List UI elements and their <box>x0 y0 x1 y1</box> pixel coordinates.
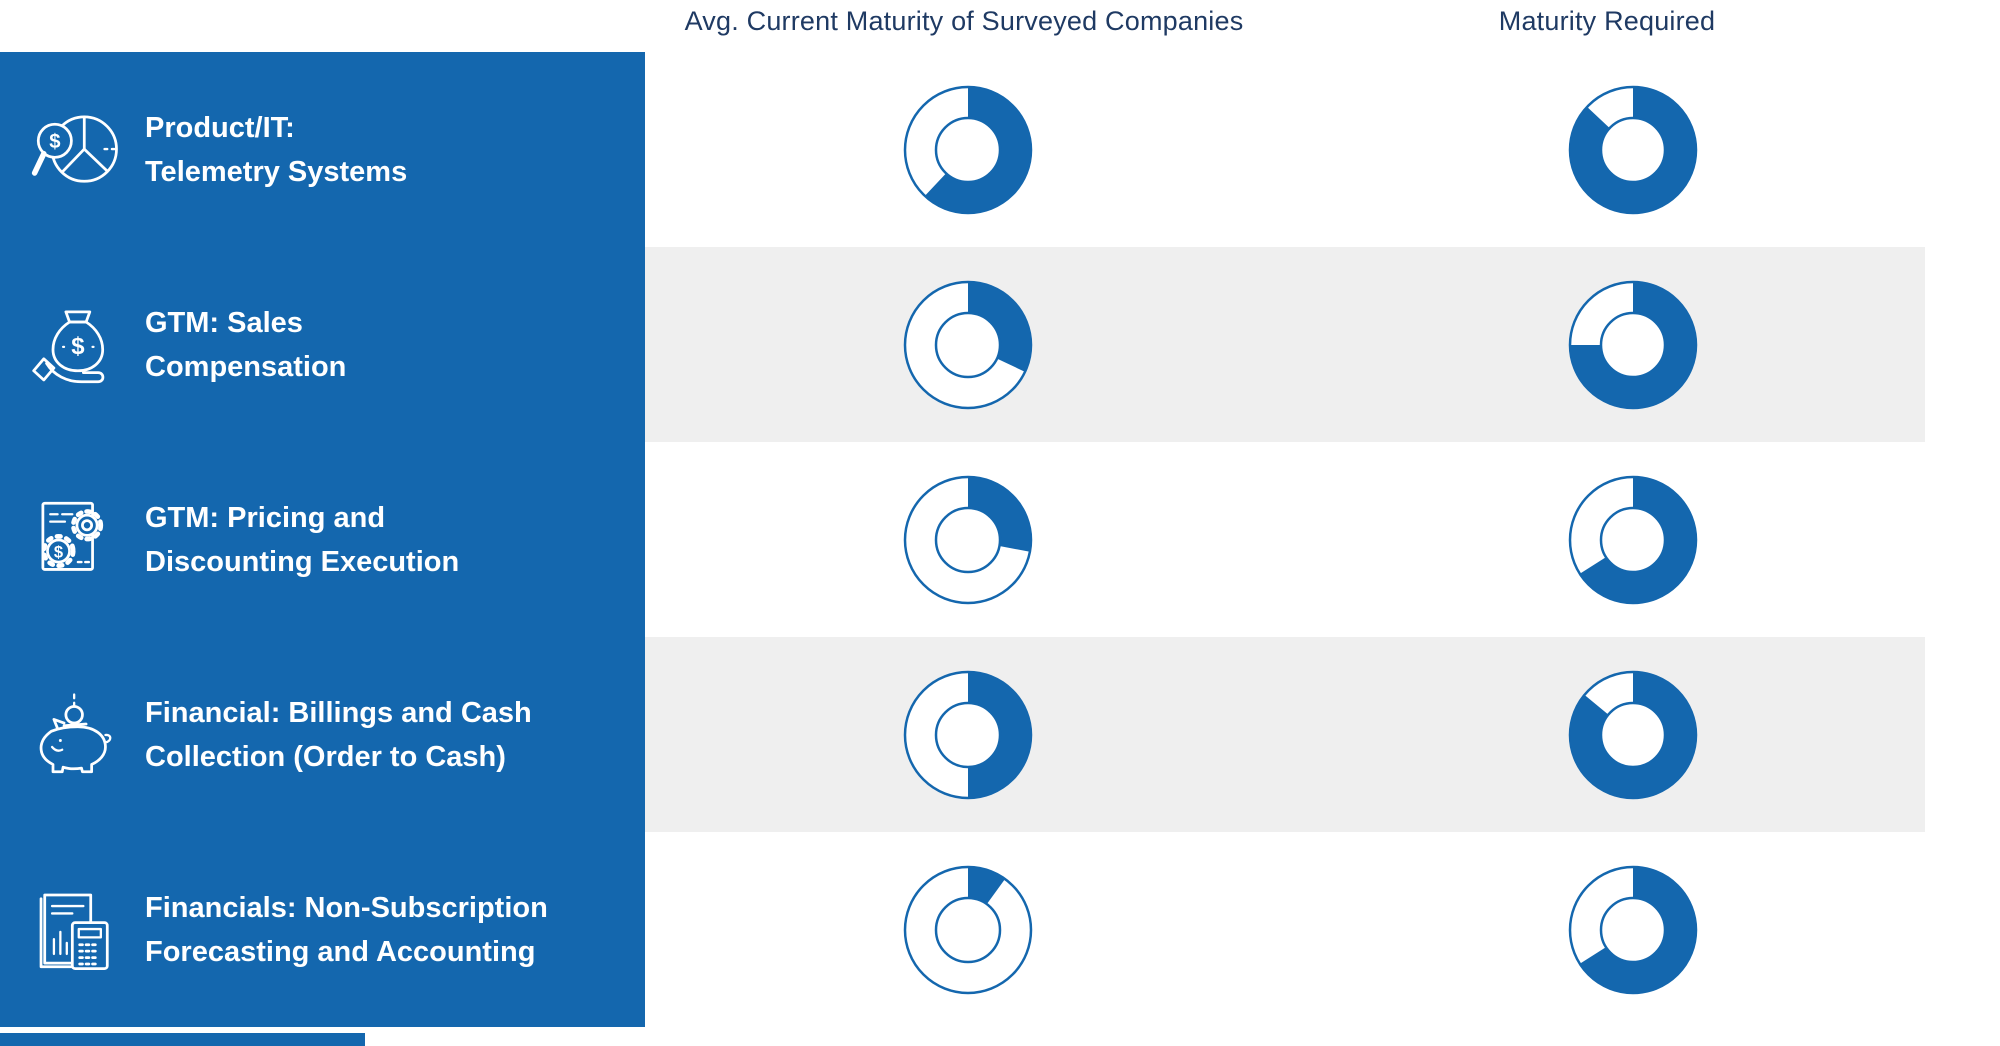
category-label-line1: Financials: Non-Subscription <box>145 891 548 924</box>
sidebar-item-sales-compensation: $ GTM: Sales Compensation <box>0 247 645 442</box>
svg-text:$: $ <box>71 333 84 360</box>
donut-required-billings-cash <box>1563 665 1703 805</box>
donut-required-sales-compensation <box>1563 275 1703 415</box>
column-header-current-maturity: Avg. Current Maturity of Surveyed Compan… <box>684 6 1244 36</box>
receipt-calculator-icon <box>39 893 109 970</box>
category-label: GTM: Pricing and Discounting Execution <box>145 496 459 584</box>
row-band <box>645 442 1925 637</box>
category-label: Financial: Billings and Cash Collection … <box>145 691 532 779</box>
magnifier-dollar-pie-icon: $ <box>31 115 118 183</box>
hand-money-bag-icon: $ <box>32 310 105 383</box>
category-label: GTM: Sales Compensation <box>145 301 346 389</box>
category-label-line1: Product/IT: <box>145 111 295 144</box>
category-label-line1: GTM: Pricing and <box>145 501 386 534</box>
donut-current-forecasting-accounting <box>898 860 1038 1000</box>
donut-required-telemetry <box>1563 80 1703 220</box>
donut-current-pricing-discounting <box>898 470 1038 610</box>
category-label-line1: Financial: Billings and Cash <box>145 696 532 729</box>
donut-current-telemetry <box>898 80 1038 220</box>
sidebar-item-forecasting-accounting: Financials: Non-Subscription Forecasting… <box>0 832 645 1027</box>
category-label-line1: GTM: Sales <box>145 306 303 339</box>
sidebar-item-billings-cash-collection: Financial: Billings and Cash Collection … <box>0 637 645 832</box>
category-sidebar: $ Product/IT: Telemetry Systems $ GTM: S… <box>0 52 645 1027</box>
donut-required-pricing-discounting <box>1563 470 1703 610</box>
category-label-line2: Forecasting and Accounting <box>145 935 536 968</box>
category-label-line2: Collection (Order to Cash) <box>145 740 506 773</box>
row-band <box>645 637 1925 832</box>
next-section-edge <box>0 1033 365 1046</box>
sidebar-item-telemetry: $ Product/IT: Telemetry Systems <box>0 52 645 247</box>
document-gears-dollar-icon: $ <box>41 501 104 571</box>
donut-current-billings-cash <box>898 665 1038 805</box>
svg-text:$: $ <box>54 542 63 561</box>
category-label-line2: Telemetry Systems <box>145 155 408 188</box>
row-band <box>645 832 1925 1027</box>
sidebar-item-pricing-discounting: $ GTM: Pricing and Discounting Execution <box>0 442 645 637</box>
category-label-line2: Discounting Execution <box>145 545 460 578</box>
piggy-bank-coin-icon <box>39 692 112 773</box>
row-band <box>645 247 1925 442</box>
svg-text:$: $ <box>49 131 60 153</box>
category-label-line2: Compensation <box>145 350 347 383</box>
row-band <box>645 52 1925 247</box>
column-header-maturity-required: Maturity Required <box>1498 6 1716 36</box>
donut-required-forecasting-accounting <box>1563 860 1703 1000</box>
category-label: Financials: Non-Subscription Forecasting… <box>145 886 548 974</box>
donut-current-sales-compensation <box>898 275 1038 415</box>
category-label: Product/IT: Telemetry Systems <box>145 106 407 194</box>
